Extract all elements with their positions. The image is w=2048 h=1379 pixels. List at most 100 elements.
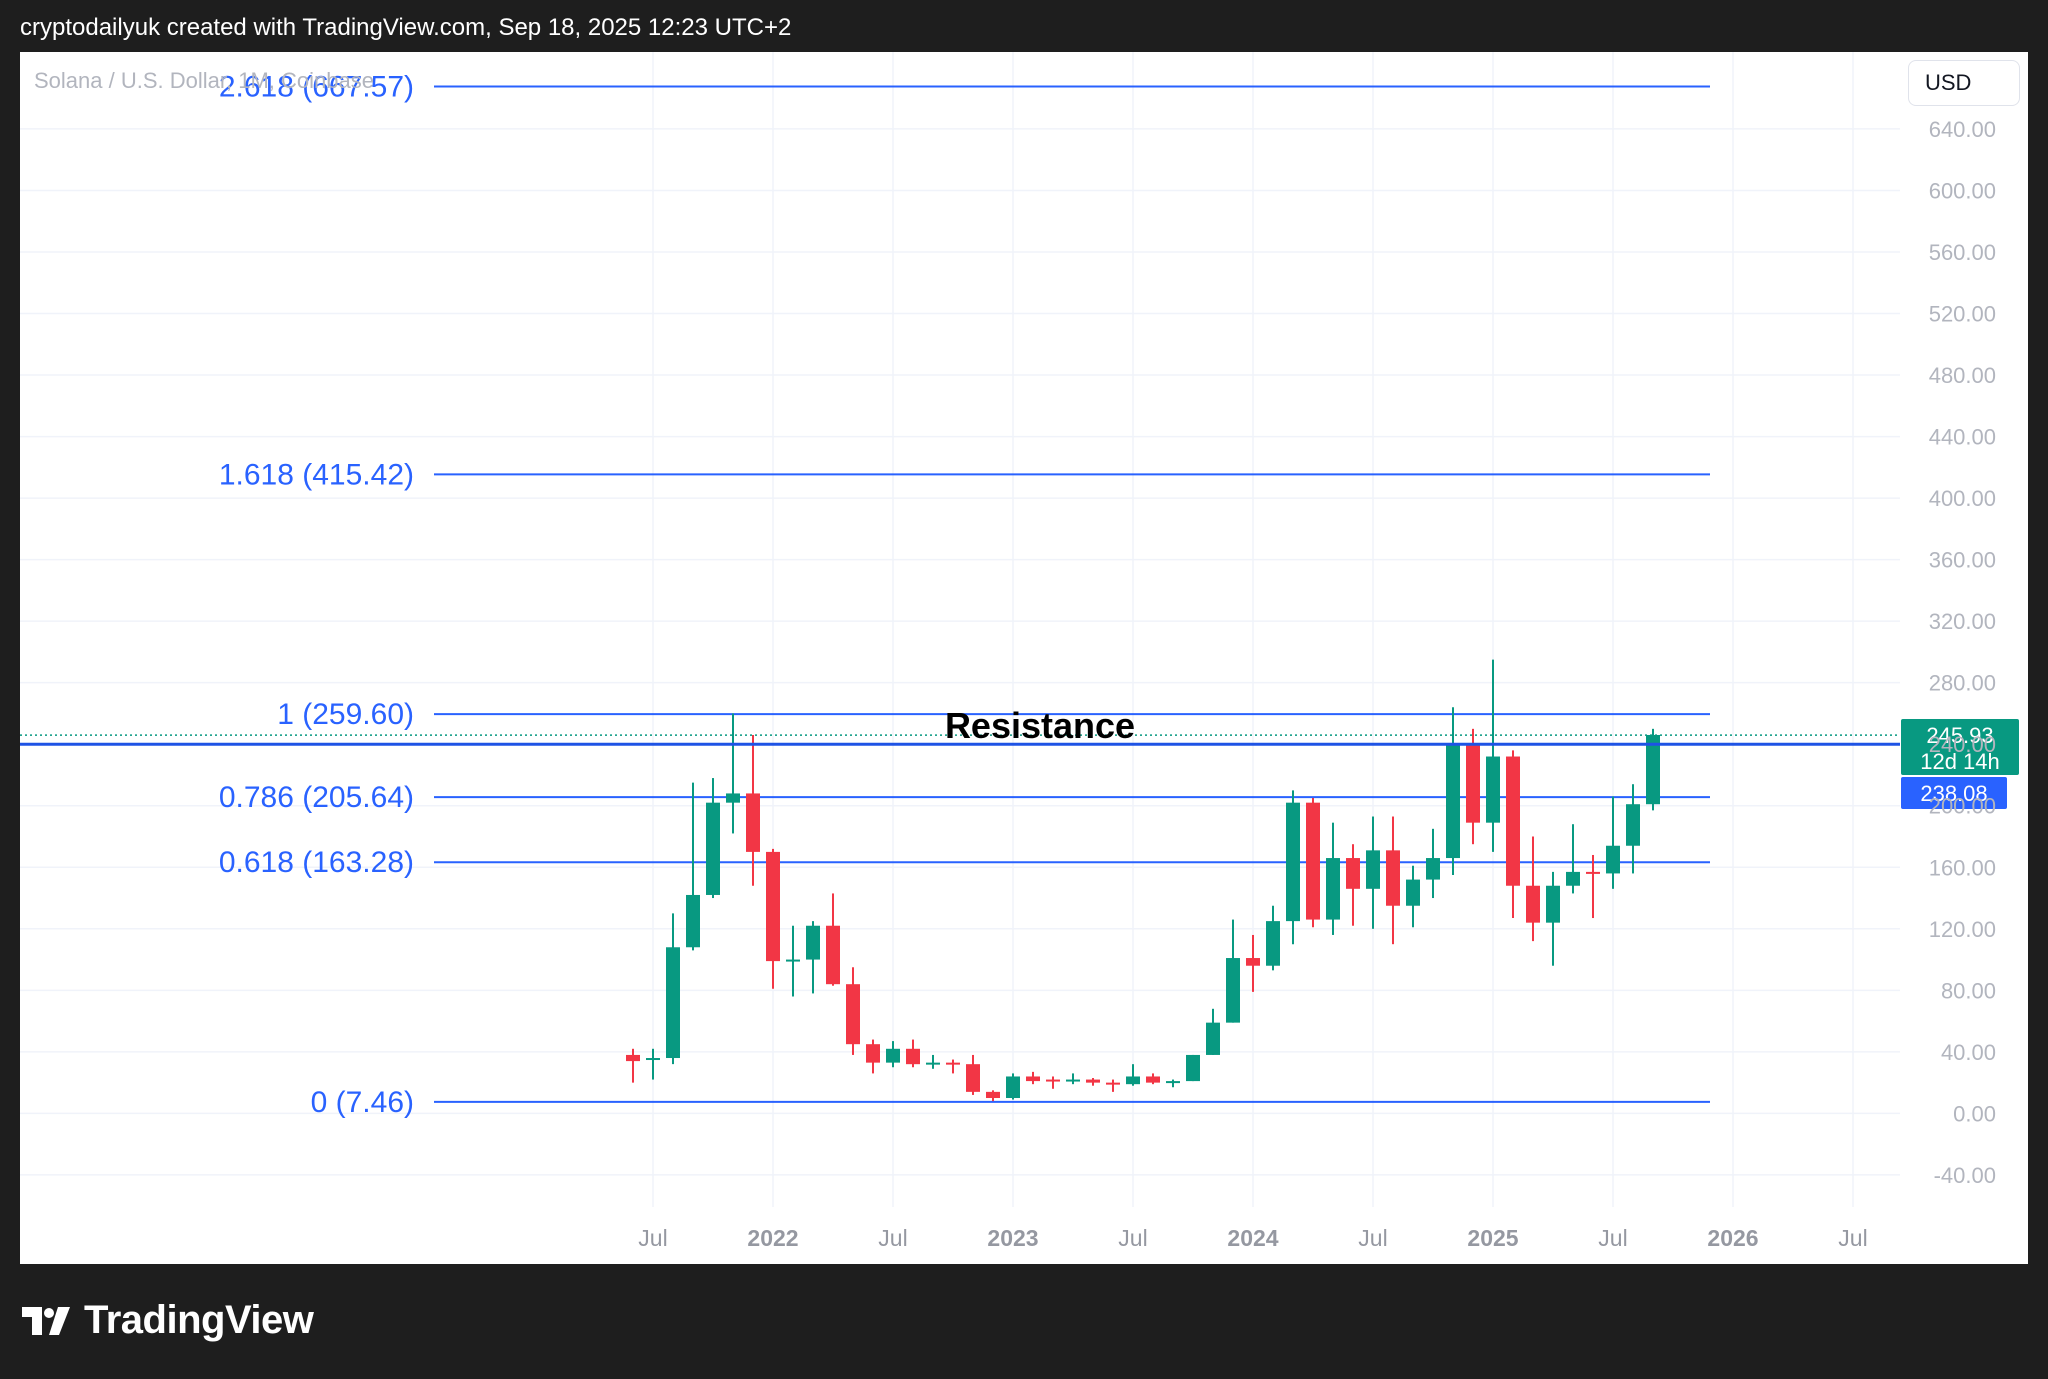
candle[interactable] (806, 921, 820, 994)
candle[interactable] (926, 1054, 940, 1069)
candle[interactable] (646, 1048, 660, 1080)
candle[interactable] (946, 1059, 960, 1074)
candle[interactable] (1226, 919, 1240, 1023)
candle-body (1066, 1079, 1080, 1082)
candle-body (746, 793, 760, 852)
candle[interactable] (1126, 1064, 1140, 1086)
time-tick-label: Jul (638, 1225, 667, 1251)
candle[interactable] (1326, 822, 1340, 935)
candle[interactable] (1086, 1078, 1100, 1086)
candle[interactable] (966, 1054, 980, 1095)
last-price-value: 245.93 (1926, 723, 1993, 748)
candle-body (806, 925, 820, 960)
price-tick-label: 360.00 (1929, 548, 1996, 573)
candle[interactable] (1166, 1079, 1180, 1088)
time-tick-label: Jul (1118, 1225, 1147, 1251)
candle-body (966, 1064, 980, 1092)
candle[interactable] (786, 925, 800, 997)
candle-body (886, 1048, 900, 1063)
candle-body (1406, 879, 1420, 906)
candle-body (1486, 756, 1500, 823)
time-tick-label: 2023 (987, 1225, 1038, 1251)
candle[interactable] (626, 1048, 640, 1083)
candle[interactable] (1406, 865, 1420, 928)
grid-lines (20, 52, 1900, 1207)
candle[interactable] (1306, 798, 1320, 928)
price-chart[interactable]: 2.618 (667.57) 1.618 (415.42) 1 (259.60) 0.… (20, 52, 2028, 1264)
candle[interactable] (1386, 816, 1400, 945)
candle[interactable] (1566, 824, 1580, 894)
candle[interactable] (726, 713, 740, 834)
candle-body (1266, 921, 1280, 966)
candle[interactable] (1106, 1079, 1120, 1092)
candle[interactable] (1266, 905, 1280, 971)
price-tick-label: 640.00 (1929, 117, 1996, 142)
price-tick-label: 240.00 (1929, 732, 1996, 757)
price-tick-label: 80.00 (1941, 978, 1996, 1003)
candle[interactable] (666, 913, 680, 1065)
candle[interactable] (1626, 784, 1640, 874)
candle[interactable] (686, 782, 700, 951)
price-tick-label: 600.00 (1929, 178, 1996, 203)
last-price-tag (1901, 719, 2019, 775)
tradingview-logo[interactable]: TradingView (22, 1298, 314, 1343)
candle-body (1546, 885, 1560, 923)
candle[interactable] (886, 1041, 900, 1068)
candle-body (1606, 845, 1620, 874)
candle-body (846, 984, 860, 1045)
candle-body (686, 894, 700, 948)
candle[interactable] (1046, 1076, 1060, 1089)
price-tick-label: 480.00 (1929, 363, 1996, 388)
candle[interactable] (1146, 1073, 1160, 1085)
candle[interactable] (1026, 1071, 1040, 1085)
candle-body (1586, 871, 1600, 874)
currency-button[interactable]: USD (1908, 60, 2020, 106)
candle[interactable] (866, 1039, 880, 1074)
candle[interactable] (1646, 728, 1660, 811)
reference-price-value: 238.08 (1920, 781, 1987, 806)
candle[interactable] (1466, 728, 1480, 845)
candle-body (786, 959, 800, 962)
candle[interactable] (1246, 934, 1260, 992)
candle-body (826, 925, 840, 985)
price-tick-label: -40.00 (1934, 1163, 1996, 1188)
candle[interactable] (1526, 836, 1540, 942)
fib-level-label: 1 (259.60) (277, 698, 414, 731)
candle[interactable] (1006, 1073, 1020, 1100)
candle-body (1106, 1082, 1120, 1085)
candle-body (1366, 850, 1380, 889)
price-tick-label: 520.00 (1929, 302, 1996, 327)
candle[interactable] (1346, 844, 1360, 926)
candle[interactable] (1486, 659, 1500, 852)
tradingview-brand-text: TradingView (84, 1298, 314, 1342)
candle[interactable] (706, 778, 720, 899)
candle[interactable] (826, 893, 840, 986)
candle-body (1206, 1022, 1220, 1055)
candle[interactable] (1506, 750, 1520, 919)
time-tick-label: Jul (1358, 1225, 1387, 1251)
candle[interactable] (1446, 707, 1460, 875)
candle[interactable] (846, 967, 860, 1055)
candle[interactable] (1586, 854, 1600, 919)
candle[interactable] (1206, 1008, 1220, 1055)
candle[interactable] (766, 848, 780, 989)
candle[interactable] (1606, 796, 1620, 889)
candle[interactable] (906, 1039, 920, 1068)
candle[interactable] (1546, 871, 1560, 966)
fib-level-label: 1.618 (415.42) (219, 458, 414, 491)
candle-body (1126, 1076, 1140, 1085)
chart-panel[interactable]: 2.618 (667.57) 1.618 (415.42) 1 (259.60) 0.… (20, 52, 2028, 1264)
candle[interactable] (746, 734, 760, 886)
candle[interactable] (1426, 828, 1440, 899)
candle-body (1346, 858, 1360, 889)
candle[interactable] (1186, 1054, 1200, 1082)
price-tick-label: 160.00 (1929, 855, 1996, 880)
chart-credit-header: cryptodailyuk created with TradingView.c… (20, 14, 792, 41)
candle-body (1646, 734, 1660, 805)
candle[interactable] (1366, 816, 1380, 929)
candle-body (1086, 1079, 1100, 1083)
candle[interactable] (1286, 790, 1300, 945)
time-tick-label: Jul (1598, 1225, 1627, 1251)
candle[interactable] (1066, 1073, 1080, 1085)
candle[interactable] (986, 1090, 1000, 1102)
